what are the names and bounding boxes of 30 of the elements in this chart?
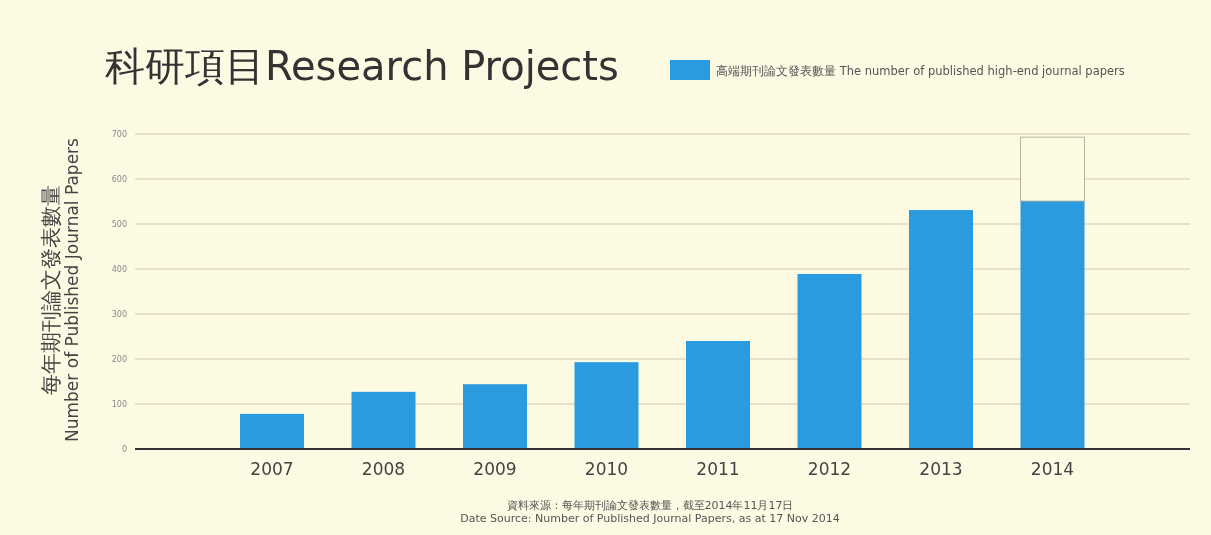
bar xyxy=(574,362,639,449)
x-tick-label: 2013 xyxy=(919,459,963,479)
chart-title: 科研項目Research Projects xyxy=(105,43,619,89)
bar xyxy=(463,384,527,449)
x-tick-label: 2012 xyxy=(807,459,852,479)
bar xyxy=(1020,201,1085,449)
bar xyxy=(909,210,973,449)
bar xyxy=(686,341,750,449)
y-tick-label: 600 xyxy=(111,175,127,184)
x-tick-label: 2008 xyxy=(361,459,406,479)
x-tick-label: 2007 xyxy=(250,459,294,479)
bar xyxy=(1020,136,1085,202)
y-tick-label: 300 xyxy=(111,310,127,319)
source-note: 資料來源：每年期刊論文發表數量，截至2014年11月17日 xyxy=(506,499,794,512)
x-tick-label: 2010 xyxy=(584,459,629,479)
y-tick-label: 100 xyxy=(111,400,127,409)
y-tick-label: 200 xyxy=(111,355,127,364)
bar xyxy=(240,413,304,449)
y-tick-label: 400 xyxy=(111,265,127,274)
bar xyxy=(797,273,862,449)
x-tick-label: 2011 xyxy=(696,459,740,479)
y-tick-label: 500 xyxy=(111,220,127,229)
text: Date Source: Number of Published Journal Papers, as at 17 Nov 2014 xyxy=(460,512,840,525)
x-tick-label: 2009 xyxy=(473,459,517,479)
legend-label: 高端期刊論文發表數量 The number of published high-end journal papers xyxy=(716,64,1125,78)
bar xyxy=(351,391,416,449)
y-tick-label: 0 xyxy=(121,445,127,454)
y-tick-label: 700 xyxy=(111,130,127,139)
x-tick-label: 2014 xyxy=(1030,459,1075,479)
y-axis-title: 每年期刊論文發表數量 Number of Published Journal Papers xyxy=(39,137,82,442)
